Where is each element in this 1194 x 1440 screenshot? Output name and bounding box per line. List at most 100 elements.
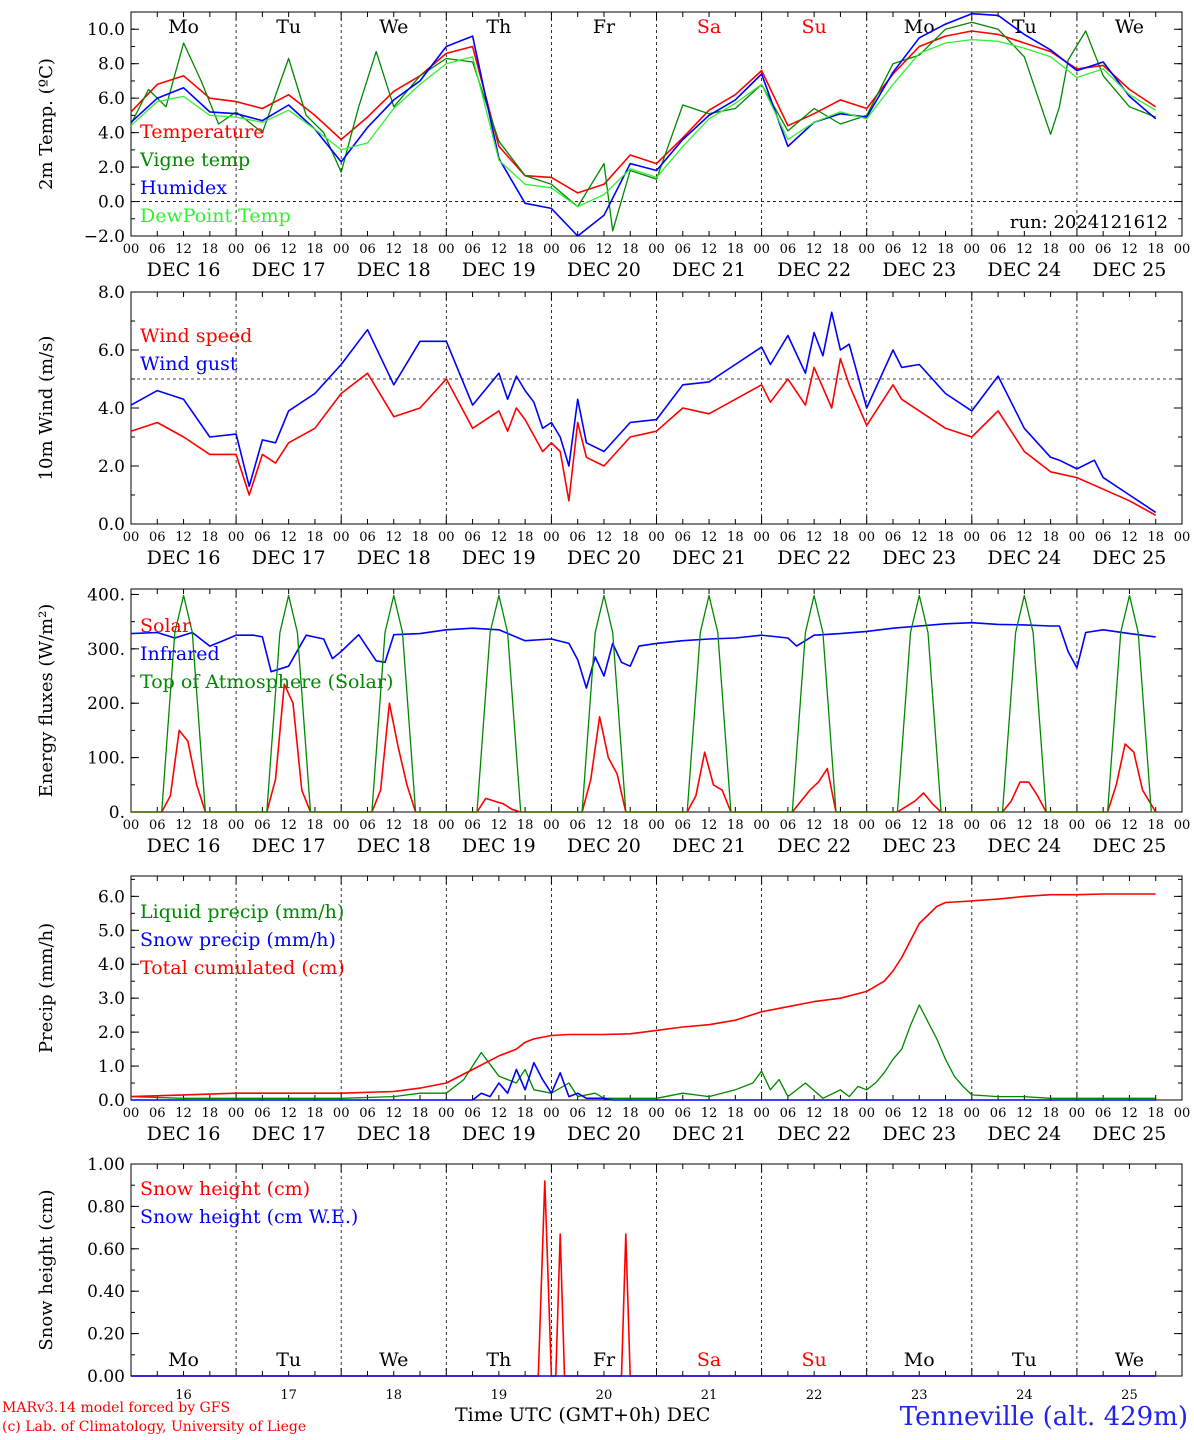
date-label: DEC 23 [882,547,956,569]
x-tick-label: 00 [858,242,875,257]
x-tick-label: 00 [123,1106,140,1121]
x-tick-label: 18 [832,1106,849,1121]
series-line-3-1 [131,683,1157,813]
date-label: DEC 19 [462,259,536,281]
legend-entry: Snow height (cm W.E.) [140,1206,358,1228]
x-tick-label: 06 [885,1106,902,1121]
date-label: DEC 22 [777,835,851,857]
series-line-1-4 [130,38,1157,208]
x-tick-label: 00 [964,1106,981,1121]
x-tick-label: 00 [543,530,560,545]
x-tick-label: 06 [254,1106,271,1121]
date-label: DEC 18 [357,259,431,281]
run-annotation: run: 2024121612 [1010,212,1168,233]
x-tick-label: 18 [412,1106,429,1121]
x-tick-label: 06 [780,818,797,833]
x-tick-label: 12 [596,818,613,833]
x-tick-label: 18 [517,818,534,833]
date-label: DEC 20 [567,259,641,281]
x-tick-label: 00 [753,818,770,833]
x-tick-label: 12 [701,818,718,833]
x-tick-label: 18 [412,530,429,545]
x-tick-label: 12 [280,530,297,545]
x-tick-label: 00 [1069,1106,1086,1121]
weekday-label: Th [486,16,511,38]
x-tick-label: 06 [780,1106,797,1121]
day-number-label: 19 [491,1388,508,1403]
x-tick-label: 06 [569,818,586,833]
x-tick-label: 12 [701,530,718,545]
day-number-label: 20 [596,1388,613,1403]
x-tick-label: 18 [937,818,954,833]
x-tick-label: 06 [885,530,902,545]
date-label: DEC 24 [987,547,1061,569]
x-tick-label: 12 [1016,242,1033,257]
x-tick-label: 06 [359,818,376,833]
x-tick-label: 18 [622,242,639,257]
y-axis-label: Snow height (cm) [36,1189,57,1350]
x-tick-label: 00 [1069,530,1086,545]
y-tick-label: 4.0 [98,124,125,144]
y-axis-label: Energy fluxes (W/m²) [36,604,57,798]
x-tick-label: 00 [858,530,875,545]
x-tick-label: 00 [333,818,350,833]
day-number-label: 21 [701,1388,718,1403]
y-tick-label: 400. [87,585,125,605]
x-tick-label: 12 [1121,242,1138,257]
x-tick-label: 06 [675,242,692,257]
x-tick-label: 06 [464,242,481,257]
legend-entry: Snow height (cm) [140,1178,310,1200]
x-tick-label: 12 [280,242,297,257]
x-tick-label: 12 [596,242,613,257]
day-number-label: 25 [1121,1388,1138,1403]
x-tick-label: 00 [964,530,981,545]
date-label: DEC 25 [1093,547,1167,569]
date-label: DEC 16 [147,259,221,281]
x-tick-label: 00 [1174,1106,1191,1121]
date-label: DEC 20 [567,1123,641,1145]
x-tick-label: 06 [149,818,166,833]
y-tick-label: 0.00 [87,1367,125,1387]
date-label: DEC 21 [672,1123,746,1145]
x-tick-label: 00 [1174,818,1191,833]
x-tick-label: 12 [701,242,718,257]
date-label: DEC 17 [252,259,326,281]
date-label: DEC 17 [252,1123,326,1145]
x-tick-label: 06 [780,530,797,545]
x-tick-label: 06 [464,530,481,545]
x-tick-label: 00 [438,818,455,833]
x-tick-label: 12 [911,242,928,257]
x-tick-label: 18 [832,242,849,257]
x-tick-label: 18 [1147,530,1164,545]
x-tick-label: 18 [202,530,219,545]
station-name: Tenneville (alt. 429m) [899,1402,1188,1432]
x-tick-label: 00 [964,242,981,257]
date-label: DEC 18 [357,1123,431,1145]
x-tick-label: 18 [622,818,639,833]
date-label: DEC 18 [357,547,431,569]
y-tick-label: 3.0 [98,989,125,1009]
y-tick-label: −2.0 [84,227,125,247]
panel-4: 00 06 12 18 00 06 12 18 00 06 12 18 00 06 12 18 00 06 12 18… [36,875,1191,1145]
x-tick-label: 06 [464,818,481,833]
x-tick-label: 12 [385,242,402,257]
x-tick-label: 00 [438,1106,455,1121]
day-number-label: 24 [1016,1388,1033,1403]
legend-entry: Humidex [140,177,227,199]
date-label: DEC 20 [567,547,641,569]
y-tick-label: 1.0 [98,1057,125,1077]
x-tick-label: 00 [333,1106,350,1121]
series-line-2-2 [130,311,1157,514]
panel-5: 0.00 0.20 0.40 0.60 0.80 1.00 Snow height (cm)… [36,1155,1183,1403]
date-label: DEC 25 [1093,835,1167,857]
x-axis-label: Time UTC (GMT+0h) DEC [455,1404,711,1426]
weekday-label: Mo [904,1349,935,1371]
y-tick-label: 100. [87,749,125,769]
date-label: DEC 23 [882,259,956,281]
weekday-label: Tu [276,16,301,38]
x-tick-label: 18 [1042,818,1059,833]
day-number-label: 17 [280,1388,297,1403]
x-tick-label: 18 [517,1106,534,1121]
y-tick-label: 5.0 [98,921,125,941]
x-tick-label: 18 [727,818,744,833]
